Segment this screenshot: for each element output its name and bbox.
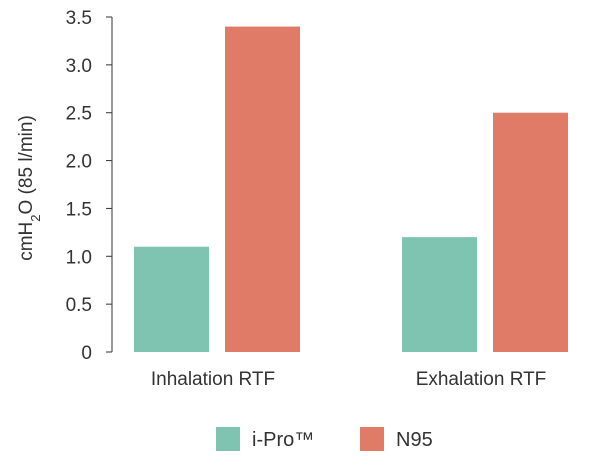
y-axis-title: cmH2O (85 l/min) bbox=[16, 115, 43, 261]
y-tick-label: 2.0 bbox=[66, 152, 92, 173]
bars bbox=[134, 26, 568, 352]
x-category-label: Inhalation RTF bbox=[151, 369, 275, 390]
legend-label: N95 bbox=[396, 429, 433, 451]
y-tick-label: 0.5 bbox=[66, 295, 92, 316]
legend-label: i-Pro™ bbox=[252, 429, 314, 451]
bar-n95-inhalation bbox=[225, 26, 300, 352]
y-axis-title-subscript: 2 bbox=[28, 214, 43, 221]
legend-swatch bbox=[216, 427, 240, 451]
bar-i-pro-inhalation bbox=[134, 246, 209, 352]
y-tick-label: 0 bbox=[81, 343, 92, 364]
x-axis-labels: Inhalation RTF Exhalation RTF bbox=[151, 369, 546, 390]
bar-i-pro-exhalation bbox=[402, 237, 477, 352]
y-tick-label: 2.5 bbox=[66, 104, 92, 125]
y-axis-title-part-1: cmH bbox=[16, 222, 37, 261]
x-category-label: Exhalation RTF bbox=[416, 369, 547, 390]
y-axis: 0 0.5 1.0 1.5 2.0 2.5 3.0 3.5 bbox=[66, 8, 113, 364]
y-tick-label: 3.5 bbox=[66, 8, 92, 29]
legend-swatch bbox=[360, 427, 384, 451]
y-tick-label: 1.5 bbox=[66, 199, 92, 220]
legend: i-Pro™ N95 bbox=[216, 427, 433, 451]
y-axis-title-part-2: O (85 l/min) bbox=[16, 115, 37, 214]
bar-n95-exhalation bbox=[493, 112, 568, 352]
y-tick-label: 1.0 bbox=[66, 247, 92, 268]
y-tick-label: 3.0 bbox=[66, 56, 92, 77]
